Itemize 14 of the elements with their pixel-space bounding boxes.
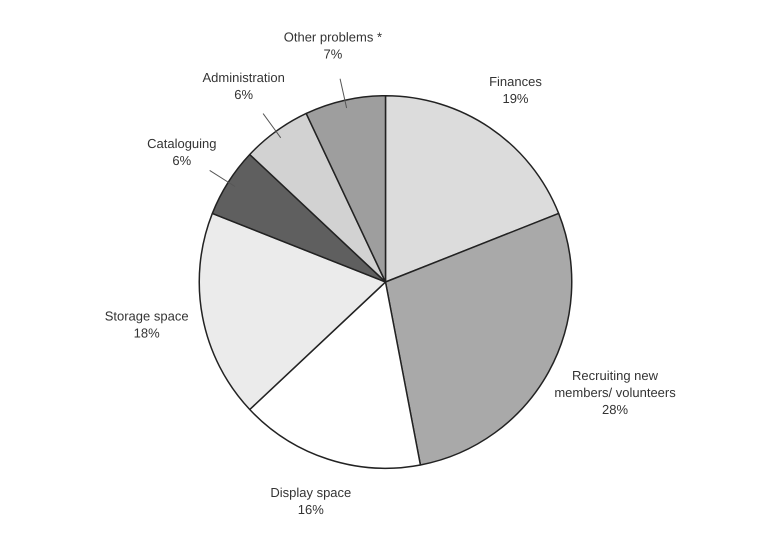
slice-label: Recruiting new members/ volunteers xyxy=(554,368,676,400)
data-label: 6% xyxy=(172,152,192,168)
slice-label: Cataloguing xyxy=(147,136,216,151)
data-label: 19% xyxy=(502,90,529,106)
data-label: 7% xyxy=(323,46,343,62)
data-label: 28% xyxy=(602,402,628,417)
data-label: 16% xyxy=(298,502,324,518)
slice-label: Administration xyxy=(202,70,285,85)
slice-label: Finances xyxy=(489,74,542,89)
data-label: 18% xyxy=(134,325,160,340)
slice-label: Display space xyxy=(270,485,352,500)
slice-label: Storage space xyxy=(104,308,189,324)
data-label: 6% xyxy=(234,86,254,102)
slice-label: Other problems * xyxy=(284,30,382,45)
